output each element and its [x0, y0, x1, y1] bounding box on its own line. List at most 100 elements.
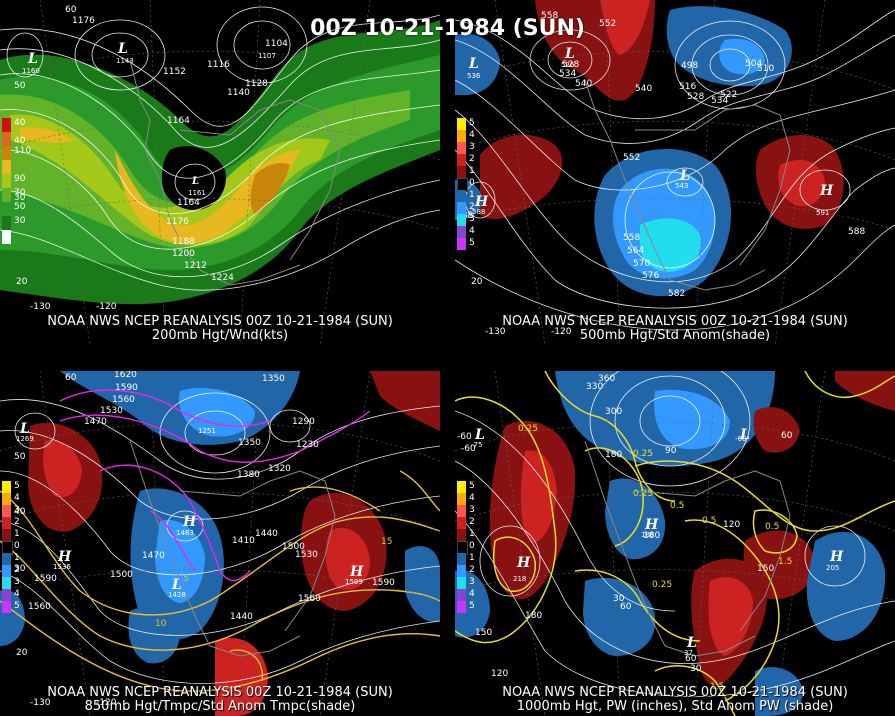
legend-label: 4: [469, 589, 475, 599]
low-symbol: L: [686, 635, 697, 651]
legend-swatch: [2, 589, 11, 601]
legend-swatch: [457, 565, 466, 577]
contour-label: 1500: [110, 570, 133, 580]
contour-label: 60: [781, 431, 793, 441]
contour-label: 1224: [211, 273, 234, 283]
legend-label: 2: [14, 565, 20, 575]
grid-lines: [0, 371, 440, 716]
legend-swatch: [457, 166, 466, 178]
anom-neg-se: [755, 667, 803, 716]
legend-swatch: [457, 130, 466, 142]
contour-label: 1380: [237, 470, 260, 480]
low-value: 1161: [188, 189, 206, 197]
lon-label: -120: [96, 302, 117, 312]
contour-label: 534: [559, 69, 576, 79]
contour-label: 1104: [265, 39, 288, 49]
pw-label: 0.5: [702, 516, 716, 526]
temp-label: 5: [183, 574, 189, 584]
legend-label: 3: [469, 214, 475, 224]
contour-label: 498: [681, 61, 698, 71]
lat-label: 40: [14, 136, 26, 146]
legend-label: 1: [469, 190, 475, 200]
low-value: 1428: [168, 591, 186, 599]
legend-label: 70: [14, 188, 26, 198]
map-200mb: 1176 1104 1152 1116 1128 1140 1164 1164 …: [0, 0, 440, 345]
contour-label: 1470: [142, 551, 165, 561]
legend-swatch: [2, 188, 11, 202]
legend-label: 5: [469, 118, 475, 128]
legend-200mb: 40 110 90 70 50 30: [2, 118, 32, 244]
contour-label: 1320: [268, 464, 291, 474]
legend-entry: 4: [2, 493, 32, 505]
contour-label: 1290: [292, 417, 315, 427]
grid-lines: [455, 371, 895, 716]
caption-source: NOAA NWS NCEP REANALYSIS 00Z 10-21-1984 …: [502, 685, 848, 700]
legend-swatch: [457, 238, 466, 250]
legend-entry: 1: [457, 553, 487, 565]
legend-label: 4: [469, 226, 475, 236]
legend-entry: 5: [457, 601, 487, 613]
legend-swatch: [2, 505, 11, 517]
low-value: 543: [675, 182, 688, 190]
legend-label: 4: [14, 493, 20, 503]
low-value: 1107: [258, 52, 276, 60]
legend-label: 1: [469, 529, 475, 539]
high-value: 1599: [345, 578, 363, 586]
contour-label: 1500: [282, 542, 305, 552]
grid-lines: [0, 0, 440, 345]
grid-lines: [455, 0, 895, 345]
lat-label: -60: [461, 444, 476, 454]
legend-entry: 40: [2, 118, 32, 132]
low-symbol: L: [474, 427, 485, 443]
legend-swatch: [2, 132, 11, 146]
contour-label: 1116: [207, 60, 230, 70]
wind-band-90: [10, 114, 330, 246]
anom-neg-central: [605, 478, 666, 560]
legend-swatch: [2, 216, 11, 230]
legend-label: 1: [469, 166, 475, 176]
legend-swatch: [457, 529, 466, 541]
contour-label: 588: [848, 227, 865, 237]
high-value: 1483: [176, 529, 194, 537]
anom-pos-gulf-inner: [708, 577, 753, 656]
contour-label: 60: [685, 654, 697, 664]
contour-label: 582: [668, 289, 685, 299]
legend-label: 5: [469, 481, 475, 491]
high-value: 218: [513, 575, 526, 583]
high-value: 1536: [53, 563, 71, 571]
high-symbol: H: [516, 555, 531, 571]
contour-label: 120: [491, 669, 508, 679]
height-contours: [0, 6, 440, 291]
contour-label: 1620: [114, 371, 137, 380]
legend-entry: 0: [2, 541, 32, 555]
lat-label: 20: [16, 648, 28, 658]
legend-swatch: [457, 202, 466, 214]
contour-label: 564: [627, 246, 644, 256]
legend-label: 50: [14, 202, 26, 212]
legend-850mb: 5 4 3 2 1 0 1 2 3 4 5: [2, 481, 32, 613]
anom-neg-low-3: [639, 218, 701, 272]
pw-label: 1.5: [778, 557, 792, 567]
legend-swatch: [2, 601, 11, 613]
lat-label: 30: [14, 193, 26, 203]
contour-label: 558: [623, 233, 640, 243]
legend-entry: 4: [457, 130, 487, 142]
low-value: -75: [471, 441, 482, 449]
legend-entry: 70: [2, 188, 32, 202]
anom-pos-ne: [370, 371, 440, 431]
contour-label: 60: [620, 602, 632, 612]
legend-label: 3: [469, 142, 475, 152]
anom-pos-west: [480, 134, 563, 220]
legend-swatch: [2, 118, 11, 132]
legend-label: 3: [469, 505, 475, 515]
contour-label: 552: [623, 153, 640, 163]
contour-label: 1164: [167, 116, 190, 126]
legend-entry: 30: [2, 216, 32, 230]
legend-swatch: [457, 142, 466, 154]
legend-swatch: [2, 481, 11, 493]
anom-pos-east-inner: [325, 527, 370, 590]
contour-label: 1440: [230, 612, 253, 622]
pw-label: 0.25: [633, 449, 653, 459]
legend-entry: 5: [457, 238, 487, 250]
legend-swatch: [457, 154, 466, 166]
